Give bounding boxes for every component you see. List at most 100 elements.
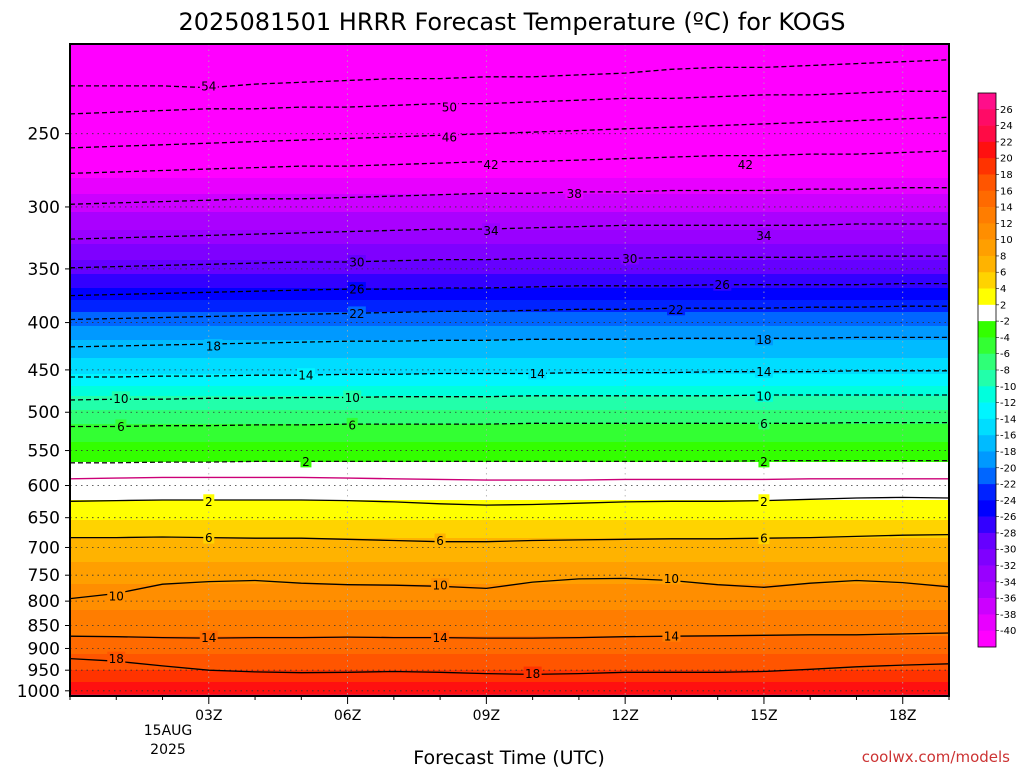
y-tick-label: 750 [28,566,60,586]
temperature-band [70,366,949,369]
temperature-band [70,192,949,195]
colorbar-label: 4 [1000,284,1006,295]
temperature-band [70,214,949,217]
isotherm-line [70,187,949,205]
isotherm-label: 10 [345,391,360,405]
temperature-band [70,636,949,639]
temperature-band [70,350,949,353]
colorbar-swatch [978,174,996,192]
y-tick-label: 450 [28,361,60,381]
temperature-band [70,130,949,133]
temperature-band [70,334,949,337]
temperature-band [70,440,949,443]
temperature-band [70,140,949,143]
temperature-band [70,422,949,425]
temperature-band [70,212,949,215]
temperature-band [70,682,949,685]
colorbar-label: -2 [1000,317,1010,328]
colorbar-label: -8 [1000,366,1010,377]
temperature-band [70,254,949,257]
temperature-band [70,680,949,683]
temperature-band [70,340,949,343]
temperature-band [70,594,949,597]
temperature-band [70,148,949,151]
colorbar-swatch [978,109,996,126]
temperature-band [70,242,949,245]
temperature-band [70,342,949,345]
isotherm-line [70,282,949,297]
temperature-band [70,240,949,243]
colorbar-swatch [978,402,996,420]
temperature-band [70,218,949,221]
temperature-band [70,654,949,657]
temperature-band [70,270,949,273]
temperature-band [70,204,949,207]
isotherm-label-bg [713,277,732,291]
temperature-band [70,508,949,511]
temperature-band [70,50,949,53]
temperature-band [70,352,949,355]
temperature-band [70,464,949,467]
temperature-band [70,184,949,187]
temperature-band [70,550,949,553]
temperature-band [70,278,949,281]
temperature-band [70,266,949,269]
temperature-band [70,198,949,201]
y-tick-label: 950 [28,661,60,681]
temperature-band [70,80,949,83]
temperature-band [70,310,949,313]
temperature-band [70,258,949,261]
temperature-band [70,108,949,111]
y-tick-label: 550 [28,442,60,462]
colorbar-swatch [978,598,996,615]
temperature-band [70,404,949,407]
colorbar-swatch [978,565,996,583]
temperature-band [70,298,949,301]
temperature-band [70,52,949,55]
temperature-band [70,486,949,489]
temperature-band [70,114,949,117]
isotherm-label: 10 [664,572,679,586]
colorbar-swatch [978,255,996,273]
temperature-band [70,94,949,97]
colorbar-label: 24 [1000,121,1013,132]
y-tick-label: 400 [28,314,60,334]
temperature-band [70,608,949,611]
temperature-band [70,478,949,481]
colorbar-swatch [978,484,996,501]
temperature-band [70,466,949,469]
isotherm-line [70,223,949,240]
temperature-band [70,418,949,421]
temperature-band [70,536,949,539]
temperature-band [70,170,949,173]
colorbar-swatch [978,386,996,403]
x-axis: 03Z 06Z 09Z 12Z 15Z 18Z [69,696,950,724]
temperature-band [70,612,949,615]
temperature-band [70,450,949,453]
temperature-band [70,574,949,577]
temperature-band [70,586,949,589]
y-tick-label: 1000 [17,682,60,702]
temperature-band [70,168,949,171]
isotherm-label: 34 [483,224,498,238]
colorbar-label: -22 [1000,480,1016,491]
temperature-band [70,180,949,183]
temperature-band [70,376,949,379]
temperature-band [70,480,949,483]
temperature-band [70,524,949,527]
colorbar-label: 2 [1000,300,1006,311]
colorbar-label: 6 [1000,268,1006,279]
temperature-band [70,502,949,505]
temperature-band [70,382,949,385]
credit-text: coolwx.com/models [862,748,1010,766]
temperature-band [70,516,949,519]
temperature-band [70,380,949,383]
temperature-band [70,306,949,309]
temperature-band [70,512,949,515]
isotherm-label: 22 [349,307,364,321]
isotherm-label-bg [754,364,773,378]
temperature-band [70,476,949,479]
temperature-band [70,76,949,79]
colorbar-swatch [978,516,996,534]
isotherm-label: 6 [436,534,444,548]
